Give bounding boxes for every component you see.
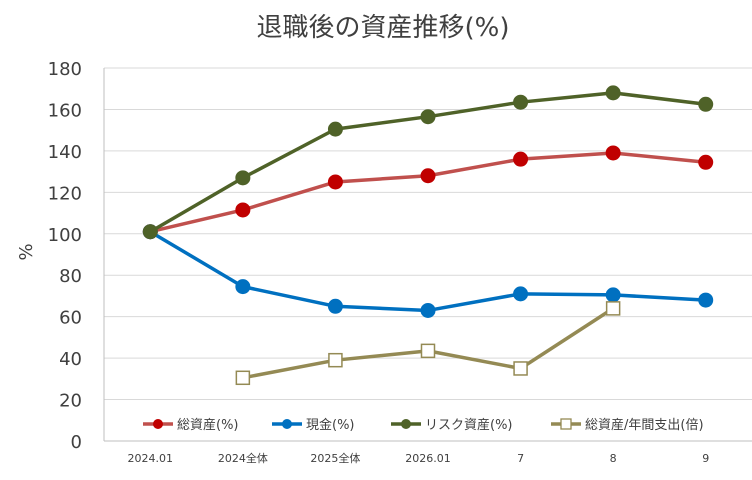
- y-tick-label: 60: [59, 308, 82, 329]
- x-tick-label: 2026.01: [405, 452, 451, 465]
- gridlines: [103, 67, 752, 442]
- y-tick-label: 120: [48, 183, 82, 204]
- series-3: [235, 301, 621, 386]
- data-point: [420, 168, 436, 184]
- data-point: [327, 121, 343, 137]
- data-point: [235, 202, 251, 218]
- legend-marker: [282, 419, 292, 429]
- data-point: [513, 361, 528, 376]
- y-tick-label: 180: [48, 59, 82, 80]
- y-tick-label: 20: [59, 391, 82, 412]
- legend-item: 現金(%): [272, 417, 355, 433]
- y-tick-label: 80: [59, 266, 82, 287]
- data-point: [235, 279, 251, 295]
- legend-item: 総資産(%): [143, 417, 239, 433]
- series-line: [149, 230, 706, 313]
- legend-marker: [560, 418, 572, 430]
- legend-item: リスク資産(%): [391, 417, 513, 433]
- legend-marker: [153, 419, 163, 429]
- data-point: [327, 174, 343, 190]
- legend-label: 総資産/年間支出(倍): [585, 417, 704, 433]
- data-point: [513, 151, 529, 167]
- data-point: [328, 352, 343, 368]
- x-tick-label: 2025全体: [310, 451, 360, 465]
- y-tick-label: 100: [48, 225, 82, 246]
- data-point: [420, 109, 436, 125]
- data-point: [420, 343, 436, 359]
- x-tick-label: 9: [702, 452, 709, 465]
- data-point: [698, 154, 714, 170]
- data-point: [513, 286, 529, 302]
- series-2: [142, 85, 714, 240]
- series-line: [242, 306, 615, 380]
- data-point: [420, 302, 436, 318]
- legend-label: リスク資産(%): [425, 417, 513, 433]
- legend-marker: [401, 419, 411, 429]
- data-point: [142, 224, 158, 240]
- legend-label: 総資産(%): [177, 417, 239, 433]
- y-axis-ticks: 0 20 40 60 80 100 120 140 160 180: [48, 59, 82, 453]
- series-1: [142, 224, 714, 318]
- x-tick-label: 2024全体: [218, 451, 268, 465]
- data-point: [605, 145, 621, 161]
- data-point: [605, 85, 621, 101]
- chart-title: 退職後の資産推移(%): [257, 13, 510, 43]
- x-axis-ticks: 2024.01 2024全体 2025全体 2026.01 7 8 9: [128, 451, 710, 465]
- y-tick-label: 140: [48, 142, 82, 163]
- data-point: [235, 170, 251, 186]
- legend-item: 総資産/年間支出(倍): [551, 417, 704, 433]
- data-point: [698, 292, 714, 308]
- data-point: [698, 96, 714, 112]
- series-lines: [142, 85, 714, 386]
- x-tick-label: 2024.01: [128, 452, 174, 465]
- data-point: [327, 298, 343, 314]
- data-point: [605, 287, 621, 303]
- y-axis-label: %: [16, 243, 37, 260]
- y-tick-label: 40: [59, 349, 82, 370]
- data-point: [235, 370, 251, 386]
- data-point: [513, 94, 529, 110]
- y-tick-label: 0: [71, 432, 82, 453]
- x-tick-label: 8: [610, 452, 617, 465]
- x-tick-label: 7: [517, 452, 524, 465]
- data-point: [605, 301, 621, 316]
- legend: 総資産(%) 現金(%) リスク資産(%) 総資産/年間支出(倍): [143, 417, 704, 433]
- y-tick-label: 160: [48, 100, 82, 121]
- legend-label: 現金(%): [306, 417, 355, 433]
